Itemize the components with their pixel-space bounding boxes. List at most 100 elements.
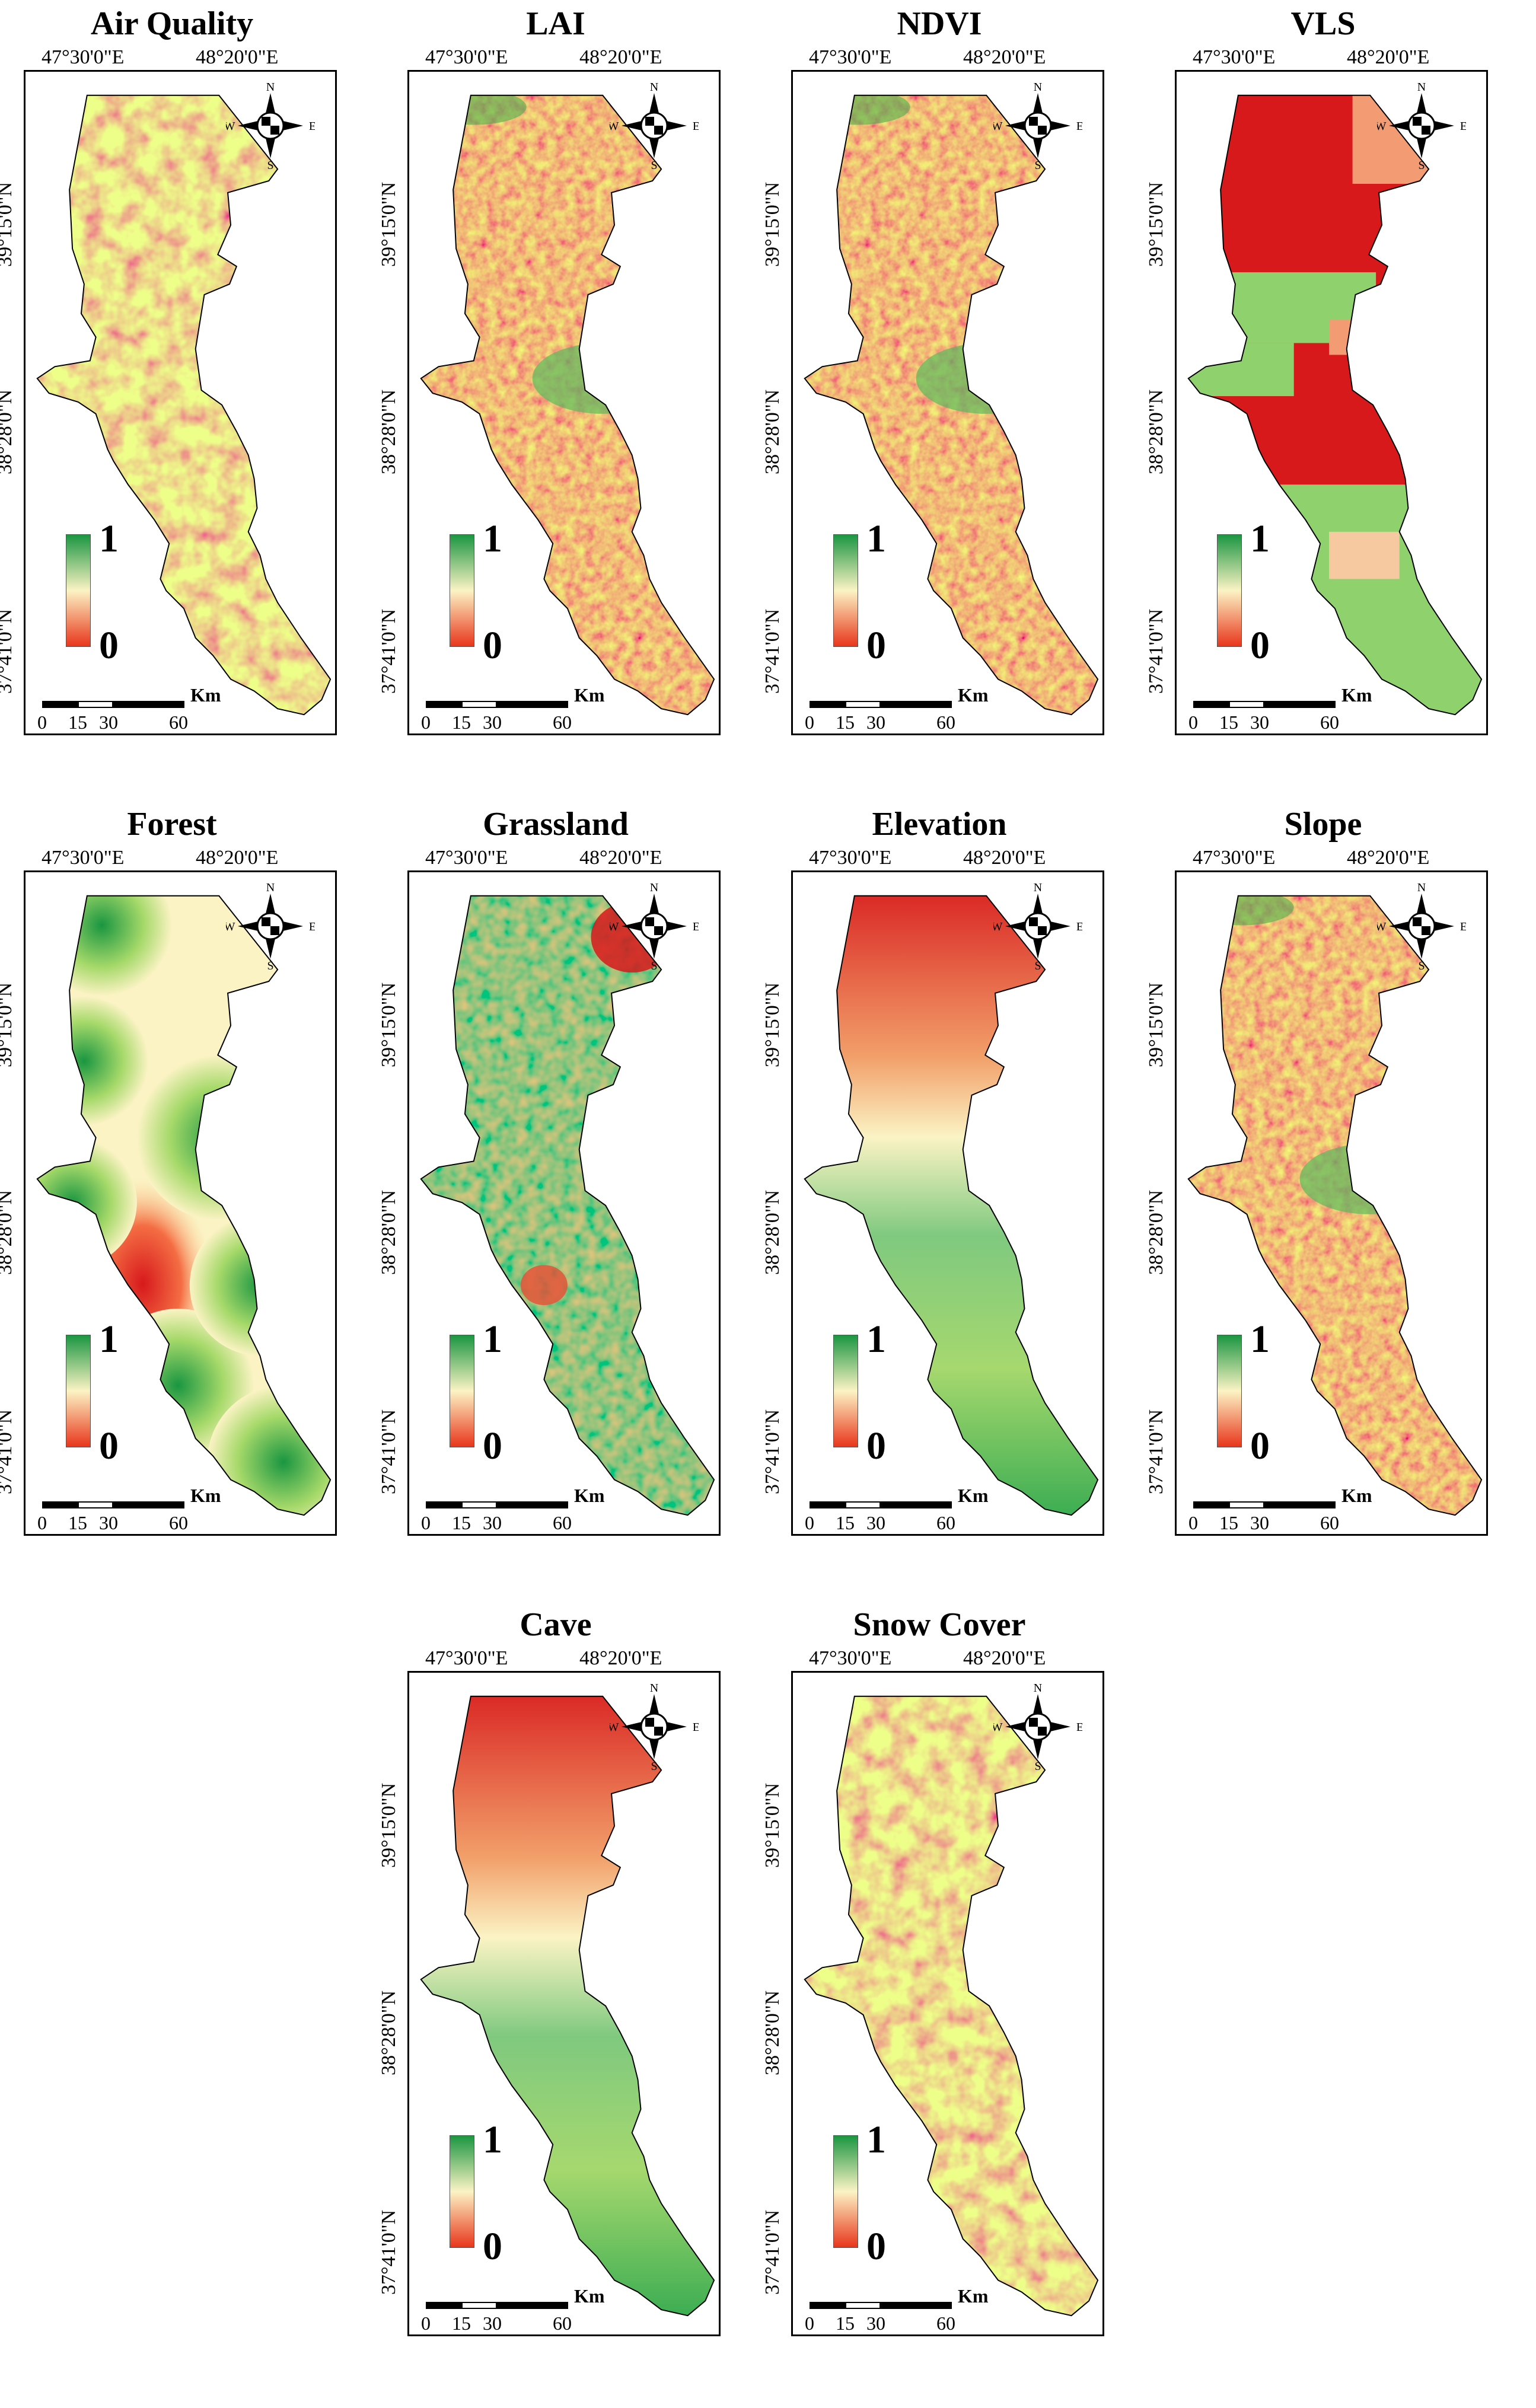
compass-n: N xyxy=(266,81,275,94)
north-arrow-compass-icon: N S E W xyxy=(1377,882,1466,971)
panel-title: Air Quality xyxy=(90,5,254,42)
longitude-label: 48°20'0"E xyxy=(963,1647,1046,1669)
legend-max: 1 xyxy=(866,2118,886,2161)
north-arrow-compass-icon: N S E W xyxy=(993,81,1082,170)
scale-tick: 30 xyxy=(1250,712,1269,733)
scale-bar: Km 0 15 30 60 xyxy=(421,2285,718,2334)
scale-tick: 60 xyxy=(169,1512,188,1533)
map-panel: LAI 47°30'0"E 48°20'0"E 39°15'0"N 38°28'0"N 3… xyxy=(378,0,728,759)
scale-tick: 30 xyxy=(99,1512,118,1533)
longitude-label: 47°30'0"E xyxy=(1193,847,1276,869)
legend-gradient-bar xyxy=(1217,1335,1242,1447)
panel-title: LAI xyxy=(526,5,585,42)
scale-unit: Km xyxy=(958,2285,989,2307)
north-arrow-compass-icon: N S E W xyxy=(993,1682,1082,1771)
panel-title: Forest xyxy=(127,806,217,843)
legend-max: 1 xyxy=(99,517,119,560)
legend-min: 0 xyxy=(483,624,502,667)
latitude-label: 37°41'0"N xyxy=(761,608,783,694)
compass-n: N xyxy=(1034,882,1042,894)
latitude-label: 39°15'0"N xyxy=(761,1782,783,1868)
latitude-label: 39°15'0"N xyxy=(378,1782,400,1868)
longitude-label: 47°30'0"E xyxy=(1193,46,1276,68)
latitude-label: 39°15'0"N xyxy=(0,181,16,267)
compass-n: N xyxy=(650,81,658,94)
scale-tick: 15 xyxy=(1219,712,1238,733)
scale-tick: 60 xyxy=(1320,1512,1339,1533)
latitude-label: 39°15'0"N xyxy=(761,181,783,267)
scale-tick: 0 xyxy=(421,2313,431,2334)
latitude-label: 38°28'0"N xyxy=(378,1990,400,2075)
latitude-label: 38°28'0"N xyxy=(0,389,16,474)
legend-max: 1 xyxy=(1250,1318,1270,1361)
legend-max: 1 xyxy=(483,2118,502,2161)
map-panel: NDVI 47°30'0"E 48°20'0"E 39°15'0"N 38°28'0"N… xyxy=(761,0,1111,759)
scale-tick: 15 xyxy=(836,712,855,733)
scale-tick: 60 xyxy=(553,712,572,733)
compass-w: W xyxy=(610,1721,619,1734)
scale-tick: 15 xyxy=(836,2313,855,2334)
legend-gradient-bar xyxy=(450,1335,474,1447)
compass-e: E xyxy=(309,120,315,133)
scale-bar: Km 0 15 30 60 xyxy=(37,1485,334,1533)
scale-segment xyxy=(1264,701,1336,708)
scale-segment xyxy=(426,1501,461,1508)
region-boundary xyxy=(1187,94,1483,716)
scale-segment xyxy=(810,701,845,708)
scale-segment xyxy=(113,701,184,708)
map-canvas xyxy=(1187,94,1483,716)
legend-gradient-bar xyxy=(66,1335,91,1447)
compass-n: N xyxy=(650,882,658,894)
compass-e: E xyxy=(1076,120,1082,133)
scale-tick: 60 xyxy=(1320,712,1339,733)
scale-segment xyxy=(1229,1501,1264,1508)
scale-bar: Km 0 15 30 60 xyxy=(37,684,334,733)
compass-s: S xyxy=(1034,1760,1041,1771)
scale-tick: 0 xyxy=(1188,1512,1198,1533)
scale-segment xyxy=(42,1501,78,1508)
scale-tick: 15 xyxy=(836,1512,855,1533)
scale-segment xyxy=(497,701,568,708)
region-boundary xyxy=(420,1695,715,2317)
scale-tick: 0 xyxy=(37,712,47,733)
longitude-label: 47°30'0"E xyxy=(809,46,892,68)
scale-unit: Km xyxy=(1341,1485,1372,1506)
scale-tick: 15 xyxy=(452,1512,471,1533)
scale-segment xyxy=(1229,701,1264,708)
scale-tick: 30 xyxy=(483,712,502,733)
scale-segment xyxy=(845,1501,881,1508)
scale-segment xyxy=(461,701,497,708)
panel-title: Elevation xyxy=(872,806,1007,843)
scale-segment xyxy=(426,2302,461,2309)
scale-unit: Km xyxy=(574,1485,605,1506)
compass-s: S xyxy=(267,159,273,170)
scale-segment xyxy=(1193,1501,1229,1508)
compass-w: W xyxy=(226,120,235,133)
scale-tick: 30 xyxy=(1250,1512,1269,1533)
compass-s: S xyxy=(651,1760,657,1771)
scale-tick: 15 xyxy=(68,712,87,733)
latitude-label: 38°28'0"N xyxy=(1145,1189,1167,1275)
scale-tick: 0 xyxy=(805,2313,814,2334)
compass-s: S xyxy=(1034,959,1041,971)
latitude-label: 38°28'0"N xyxy=(761,1990,783,2075)
compass-n: N xyxy=(266,882,275,894)
longitude-label: 47°30'0"E xyxy=(42,847,125,869)
scale-bar: Km 0 15 30 60 xyxy=(805,2285,1101,2334)
latitude-label: 39°15'0"N xyxy=(378,982,400,1067)
scale-segment xyxy=(881,701,952,708)
legend-gradient-bar xyxy=(833,2135,858,2248)
scale-segment xyxy=(461,1501,497,1508)
latitude-label: 37°41'0"N xyxy=(378,1409,400,1494)
compass-n: N xyxy=(1034,81,1042,94)
latitude-label: 38°28'0"N xyxy=(1145,389,1167,474)
legend-min: 0 xyxy=(866,2225,886,2268)
scale-segment xyxy=(1193,701,1229,708)
panel-title: Slope xyxy=(1284,806,1362,843)
compass-w: W xyxy=(993,1721,1003,1734)
compass-n: N xyxy=(650,1682,658,1695)
